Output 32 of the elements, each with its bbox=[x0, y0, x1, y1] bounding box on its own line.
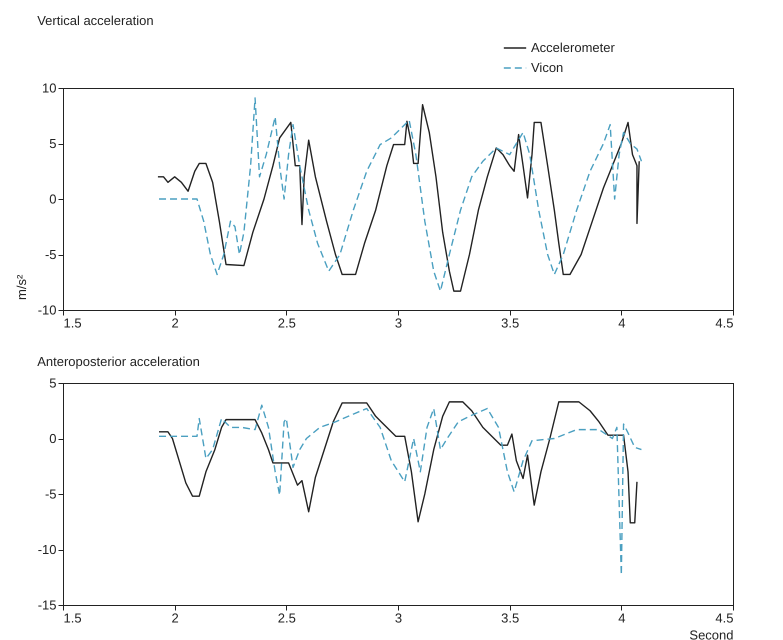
x-tick-label: 3 bbox=[394, 316, 402, 330]
x-tick-label: 4.5 bbox=[715, 610, 734, 626]
x-tick-label: 2.5 bbox=[278, 316, 296, 330]
y-axis-title: m/s² bbox=[14, 274, 29, 300]
legend-label: Vicon bbox=[531, 60, 564, 75]
x-tick-label: 1.5 bbox=[64, 316, 82, 330]
y-tick-label: 5 bbox=[49, 376, 56, 390]
line-series bbox=[158, 401, 638, 524]
chart-title: Vertical acceleration bbox=[37, 13, 154, 28]
x-tick-label: 3.5 bbox=[501, 610, 520, 626]
x-tick-label: 2 bbox=[172, 316, 179, 330]
x-tick-label: 3.5 bbox=[501, 316, 520, 330]
x-tick-label: 2 bbox=[172, 610, 179, 626]
y-tick-label: -10 bbox=[38, 302, 56, 318]
y-tick-label: 0 bbox=[49, 192, 56, 206]
legend-label: Accelerometer bbox=[531, 40, 616, 55]
x-tick-label: 1.5 bbox=[64, 610, 82, 626]
y-tick-label: 5 bbox=[49, 136, 56, 151]
y-tick-label: 10 bbox=[42, 80, 56, 96]
line-series bbox=[158, 404, 642, 576]
chart-title: Anteroposterior acceleration bbox=[37, 354, 200, 369]
y-tick-label: -5 bbox=[44, 247, 56, 262]
y-tick-label: 0 bbox=[49, 431, 56, 446]
x-tick-label: 4.5 bbox=[715, 316, 734, 330]
x-tick-label: 3 bbox=[394, 610, 402, 626]
y-tick-label: -5 bbox=[44, 486, 56, 502]
x-tick-label: 4 bbox=[618, 610, 626, 626]
y-tick-label: -15 bbox=[38, 598, 56, 612]
x-tick-label: 4 bbox=[618, 316, 626, 330]
y-tick-label: -10 bbox=[38, 542, 56, 557]
x-axis-title: Second bbox=[689, 628, 734, 640]
x-tick-label: 2.5 bbox=[278, 610, 296, 626]
